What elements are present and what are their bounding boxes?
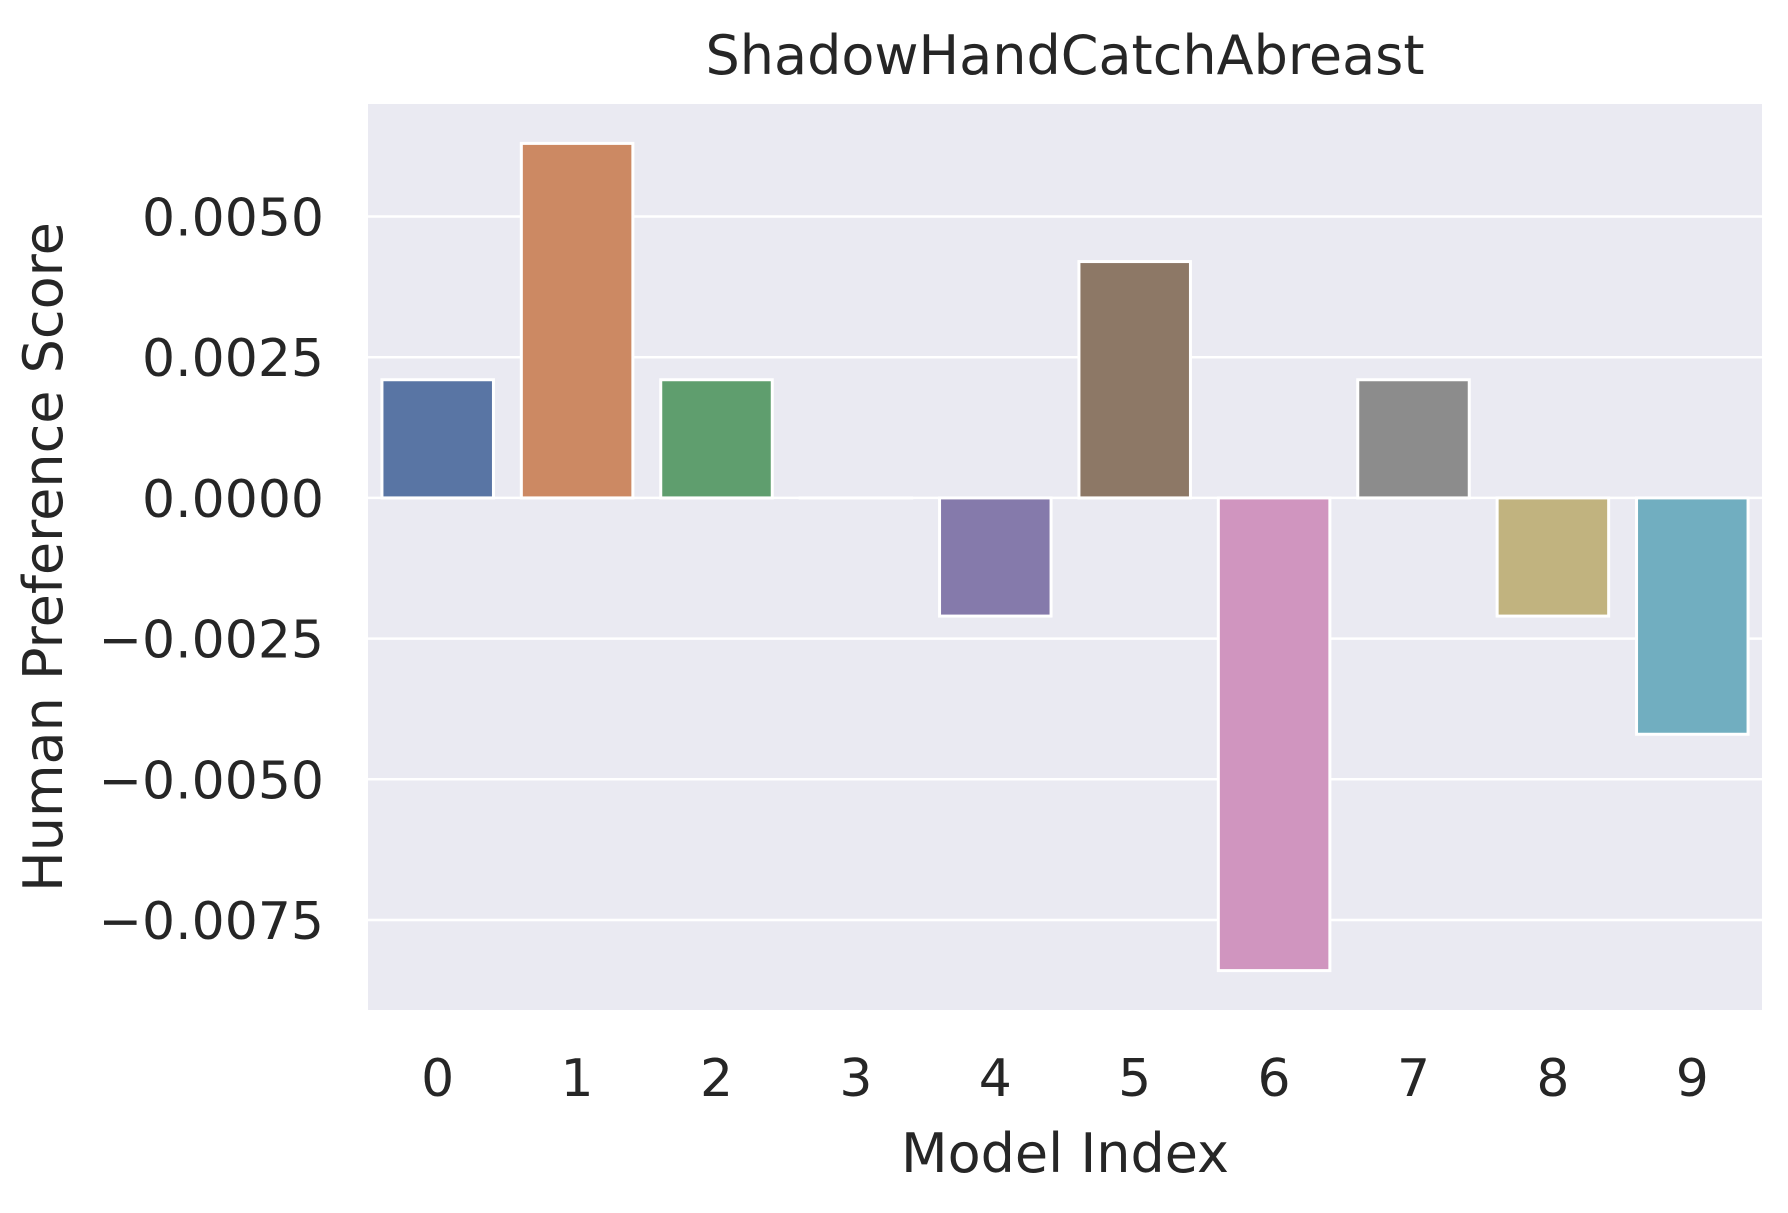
y-tick-label: −0.0025 xyxy=(98,611,324,671)
x-tick-label: 4 xyxy=(979,1049,1012,1109)
y-tick-label: 0.0050 xyxy=(142,189,324,249)
bar-5 xyxy=(1079,262,1191,498)
x-axis-label: Model Index xyxy=(901,1122,1229,1185)
bar-7 xyxy=(1358,380,1470,498)
bar-6 xyxy=(1218,498,1330,971)
x-tick-label: 5 xyxy=(1118,1049,1151,1109)
x-tick-label: 0 xyxy=(421,1049,454,1109)
bar-9 xyxy=(1637,498,1749,734)
y-tick-label: −0.0050 xyxy=(98,751,324,811)
bar-0 xyxy=(382,380,494,498)
x-tick-label: 6 xyxy=(1258,1049,1291,1109)
y-axis-label: Human Preference Score xyxy=(12,222,75,892)
y-tick-label: 0.0025 xyxy=(142,329,324,389)
x-tick-label: 1 xyxy=(561,1049,594,1109)
bar-8 xyxy=(1497,498,1609,616)
y-tick-label: −0.0075 xyxy=(98,892,324,952)
x-tick-labels: 0 1 2 3 4 5 6 7 8 9 xyxy=(421,1049,1709,1109)
y-tick-labels: 0.0050 0.0025 0.0000 −0.0025 −0.0050 −0.0075 xyxy=(98,189,324,952)
bar-4 xyxy=(940,498,1052,616)
x-tick-label: 7 xyxy=(1397,1049,1430,1109)
y-tick-label: 0.0000 xyxy=(142,470,324,530)
x-tick-label: 3 xyxy=(839,1049,872,1109)
chart-title: ShadowHandCatchAbreast xyxy=(705,24,1424,87)
bar-1 xyxy=(521,143,633,498)
x-tick-label: 2 xyxy=(700,1049,733,1109)
x-tick-label: 9 xyxy=(1676,1049,1709,1109)
x-tick-label: 8 xyxy=(1536,1049,1569,1109)
bar-2 xyxy=(661,380,773,498)
